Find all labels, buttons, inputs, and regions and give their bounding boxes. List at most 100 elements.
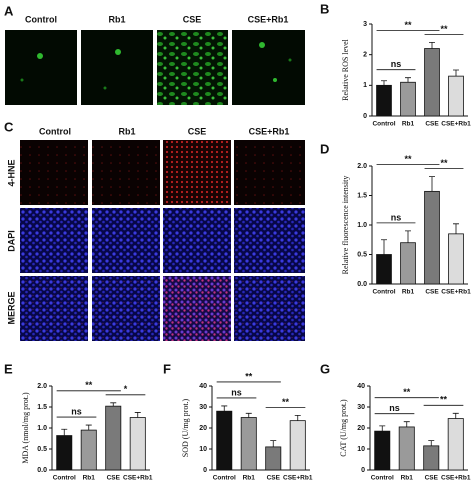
error-bar <box>453 69 459 77</box>
x-tick-label: CSE+Rb1 <box>123 475 153 482</box>
y-tick-label: 0 <box>363 113 367 120</box>
y-tick-label: 10 <box>357 446 365 453</box>
significance-label: ns <box>389 403 400 413</box>
x-tick-label: CSE+Rb1 <box>441 289 471 296</box>
y-axis-label: Relative ROS level <box>341 38 350 101</box>
significance-label: ** <box>440 395 448 405</box>
y-axis-label: MDA (nmol/mg prot.) <box>21 392 30 464</box>
x-tick-label: Control <box>213 475 236 482</box>
x-tick-label: CSE+Rb1 <box>283 475 313 482</box>
y-tick-label: 40 <box>357 383 365 390</box>
y-tick-label: 1.0 <box>357 222 367 229</box>
error-bar <box>294 415 301 421</box>
significance-label: ns <box>391 212 402 222</box>
y-tick-label: 20 <box>199 425 207 432</box>
y-tick-label: 40 <box>199 383 207 390</box>
bar <box>398 426 415 471</box>
y-tick-label: 0.5 <box>37 446 47 453</box>
significance-label: ** <box>404 20 412 30</box>
y-axis-label: CAT (U/mg prot.) <box>339 399 348 457</box>
error-bar <box>429 176 435 192</box>
x-tick-label: Control <box>372 289 395 296</box>
panel-label: A <box>4 3 14 18</box>
y-tick-label: 1 <box>363 82 367 89</box>
x-tick-label: Control <box>372 121 395 128</box>
x-tick-label: Rb1 <box>83 475 96 482</box>
micrographs-a <box>5 30 305 105</box>
significance-label: ** <box>404 154 412 164</box>
bar <box>240 417 257 471</box>
y-tick-label: 0.0 <box>357 281 367 288</box>
x-tick-label: Rb1 <box>401 475 414 482</box>
bar <box>56 435 73 471</box>
error-bar <box>403 421 410 427</box>
error-bar <box>85 424 92 431</box>
x-tick-label: CSE <box>425 475 439 482</box>
bar <box>423 445 440 471</box>
significance-label: ns <box>231 387 242 397</box>
bar <box>376 254 392 285</box>
y-tick-label: 2.0 <box>357 163 367 170</box>
y-tick-label: 0.0 <box>37 467 47 474</box>
column-header: CSE <box>188 126 207 136</box>
error-bar <box>110 402 117 407</box>
error-bar <box>405 230 411 243</box>
panel-label: B <box>320 1 329 16</box>
error-bar <box>453 223 459 234</box>
bar <box>216 410 233 471</box>
panel-label: F <box>163 361 171 376</box>
row-header: DAPI <box>6 230 16 252</box>
significance-label: ** <box>85 380 93 390</box>
y-tick-label: 2 <box>363 52 367 59</box>
bar <box>424 48 440 117</box>
y-axis-label: Relative fluorescence intensity <box>341 176 350 275</box>
significance-label: ** <box>282 397 290 407</box>
bar <box>447 418 464 471</box>
error-bar <box>381 239 387 255</box>
row-header: MERGE <box>6 291 16 324</box>
panel-label: C <box>4 119 14 134</box>
bar <box>105 405 122 471</box>
bar <box>448 75 464 117</box>
micrographs-c <box>20 140 305 341</box>
y-tick-label: 20 <box>357 425 365 432</box>
x-tick-label: Control <box>371 475 394 482</box>
error-bar <box>452 412 459 419</box>
x-tick-label: CSE+Rb1 <box>441 121 471 128</box>
error-bar <box>61 428 68 436</box>
error-bar <box>270 440 277 447</box>
y-tick-label: 0 <box>203 467 207 474</box>
y-tick-label: 1.0 <box>37 425 47 432</box>
column-header: CSE <box>183 14 202 24</box>
panel-label: D <box>320 141 329 156</box>
error-bar <box>134 412 141 418</box>
y-tick-label: 2.0 <box>37 383 47 390</box>
significance-label: ns <box>71 406 82 416</box>
significance-label: ** <box>440 158 448 168</box>
x-tick-label: CSE <box>267 475 281 482</box>
x-tick-label: Rb1 <box>243 475 256 482</box>
significance-label: ns <box>391 59 402 69</box>
column-header: Rb1 <box>108 14 125 24</box>
panel-label: E <box>4 361 13 376</box>
significance-label: ** <box>403 387 411 397</box>
error-bar <box>428 440 435 446</box>
column-header: CSE+Rb1 <box>249 126 290 136</box>
significance-label: ** <box>245 371 253 381</box>
column-header: Control <box>25 14 57 24</box>
error-bar <box>379 425 386 432</box>
bar <box>400 81 416 117</box>
y-tick-label: 3 <box>363 21 367 28</box>
bar <box>289 420 306 471</box>
bar <box>374 430 391 471</box>
bar <box>265 446 282 471</box>
y-tick-label: 0 <box>361 467 365 474</box>
bar <box>376 84 392 117</box>
column-header: Control <box>39 126 71 136</box>
x-tick-label: CSE <box>425 289 439 296</box>
panel-label: G <box>320 361 330 376</box>
y-tick-label: 1.5 <box>37 404 47 411</box>
y-tick-label: 0.5 <box>357 251 367 258</box>
row-header: 4-HNE <box>6 159 16 186</box>
